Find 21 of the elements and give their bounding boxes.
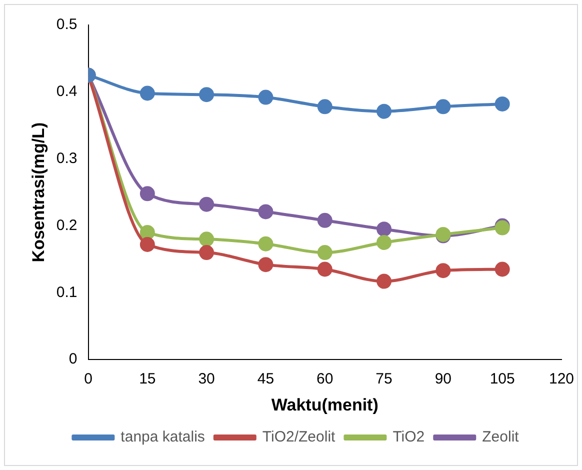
y-axis-title: Kosentrasi(mg/L): [28, 122, 48, 262]
legend-label: tanpa katalis: [120, 428, 205, 446]
x-tick-label: 0: [84, 370, 92, 388]
x-tick-label: 60: [316, 370, 334, 388]
legend-label: TiO2/Zeolit: [262, 428, 336, 446]
y-tick-label: 0.5: [56, 16, 78, 34]
legend-label: TiO2: [392, 428, 425, 446]
y-tick-label: 0.3: [56, 150, 78, 167]
legend-label: Zeolit: [482, 428, 520, 446]
y-tick-label: 0.4: [56, 83, 78, 100]
x-tick-label: 30: [198, 370, 215, 388]
x-tick-label: 45: [257, 370, 274, 388]
x-tick-label: 15: [139, 370, 156, 388]
x-tick-label: 75: [376, 370, 392, 388]
y-tick-label: 0.2: [56, 216, 78, 234]
y-tick-label: 0.1: [56, 284, 78, 301]
x-tick-label: 105: [490, 370, 515, 388]
x-tick-label: 120: [548, 370, 574, 388]
x-axis-title: Waktu(menit): [271, 395, 378, 414]
y-tick-label: 0: [68, 350, 78, 368]
x-tick-label: 90: [434, 370, 452, 388]
